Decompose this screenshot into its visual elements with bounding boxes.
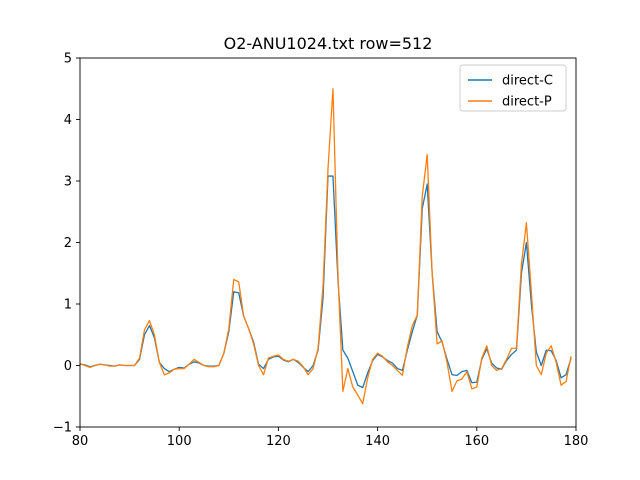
plot-frame: [79, 57, 577, 428]
x-tick-label: 140: [365, 434, 390, 449]
chart-title: O2-ANU1024.txt row=512: [224, 34, 433, 53]
y-tick-label: 1: [64, 298, 72, 313]
plot-area: [80, 88, 572, 405]
y-tick-label: −1: [53, 421, 72, 436]
series-line-direct-P: [80, 88, 572, 405]
legend-box: [459, 64, 567, 112]
axes: 80 100 120 140 160 180 −1 0 1 2 3 4 5: [53, 52, 589, 450]
legend: direct-C direct-P: [459, 64, 567, 112]
x-tick-label: 100: [167, 434, 192, 449]
series-line-direct-C: [80, 175, 572, 389]
x-tick-label: 160: [464, 434, 489, 449]
y-tick-label: 4: [64, 113, 72, 128]
x-tick-label: 180: [564, 434, 589, 449]
y-tick-label: 3: [64, 175, 72, 190]
legend-label-direct-P: direct-P: [502, 95, 552, 110]
y-tick-label: 0: [64, 359, 72, 374]
x-tick-label: 80: [72, 434, 89, 449]
x-tick-label: 120: [266, 434, 291, 449]
y-tick-label: 5: [64, 52, 72, 67]
legend-label-direct-C: direct-C: [502, 74, 553, 89]
y-tick-label: 2: [64, 236, 72, 251]
